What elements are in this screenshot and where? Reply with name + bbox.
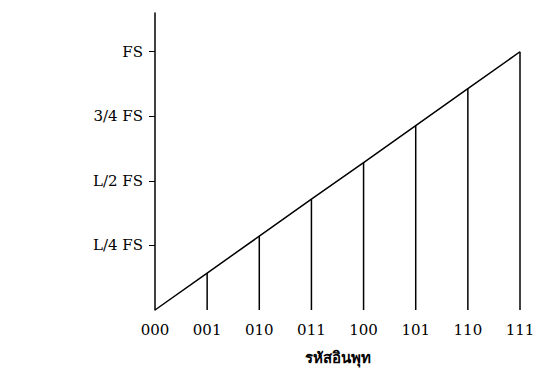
svg-text:L/4 FS: L/4 FS: [93, 236, 143, 254]
svg-text:011: 011: [297, 321, 326, 339]
svg-text:001: 001: [193, 321, 222, 339]
svg-text:L/2 FS: L/2 FS: [93, 172, 143, 190]
svg-text:101: 101: [401, 321, 430, 339]
svg-text:111: 111: [506, 321, 535, 339]
svg-text:FS: FS: [122, 43, 143, 61]
svg-text:010: 010: [245, 321, 274, 339]
svg-text:3/4 FS: 3/4 FS: [93, 107, 143, 125]
svg-text:000: 000: [141, 321, 170, 339]
svg-text:รหัสอินพุท: รหัสอินพุท: [305, 349, 371, 368]
svg-text:100: 100: [349, 321, 378, 339]
svg-text:110: 110: [454, 321, 483, 339]
